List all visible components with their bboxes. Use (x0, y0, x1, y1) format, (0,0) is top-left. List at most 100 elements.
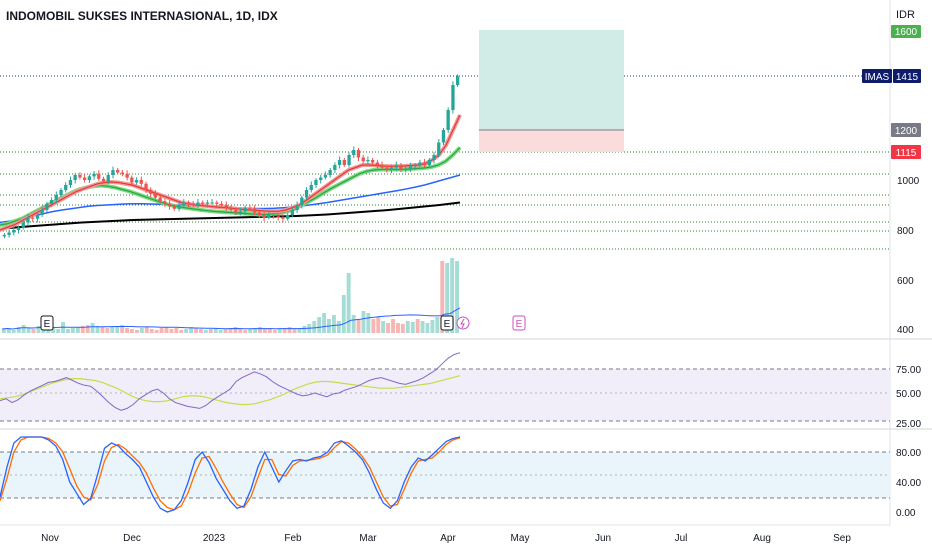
dividend-circle[interactable] (456, 316, 470, 330)
candle-body[interactable] (31, 217, 35, 219)
candle-body[interactable] (356, 150, 361, 158)
candle-body[interactable] (45, 203, 49, 211)
candle-body[interactable] (286, 215, 290, 219)
candle-body[interactable] (328, 170, 332, 175)
candle-body[interactable] (446, 110, 450, 130)
candle-body[interactable] (408, 166, 413, 169)
candle-body[interactable] (427, 160, 431, 165)
earnings-marker[interactable]: E (40, 315, 54, 331)
stop-price-label[interactable]: 1115 (891, 145, 921, 159)
candle-body[interactable] (54, 195, 58, 200)
candle-body[interactable] (361, 157, 365, 162)
entry-price-label[interactable]: 1200 (891, 123, 921, 137)
earnings-box[interactable] (40, 315, 54, 331)
candle-body[interactable] (130, 177, 134, 183)
candle-body[interactable] (205, 202, 209, 204)
candle-body[interactable] (186, 202, 191, 204)
candle-body[interactable] (323, 175, 328, 178)
candle-body[interactable] (106, 175, 110, 182)
candle-body[interactable] (314, 180, 318, 185)
candle-body[interactable] (149, 190, 153, 194)
candle-body[interactable] (371, 160, 375, 163)
candle-body[interactable] (101, 178, 106, 182)
candle-body[interactable] (144, 183, 148, 191)
dividend-marker[interactable] (456, 316, 470, 330)
candle-body[interactable] (120, 172, 124, 174)
candle-body[interactable] (73, 175, 77, 180)
candle-body[interactable] (347, 155, 351, 165)
candle-body[interactable] (191, 203, 195, 206)
candle-body[interactable] (153, 193, 158, 198)
candle-body[interactable] (177, 205, 181, 209)
candle-body[interactable] (385, 167, 389, 171)
candle-body[interactable] (210, 202, 214, 204)
candle-body[interactable] (125, 173, 129, 178)
candle-body[interactable] (300, 197, 304, 206)
stop-zone[interactable] (479, 130, 624, 152)
candle-body[interactable] (366, 160, 370, 162)
candle-body[interactable] (304, 190, 309, 198)
candle-body[interactable] (451, 85, 455, 110)
candle-body[interactable] (111, 170, 115, 175)
candle-body[interactable] (139, 180, 143, 184)
long-position-tool[interactable] (479, 30, 624, 152)
candle-body[interactable] (7, 232, 11, 236)
candle-body[interactable] (87, 176, 91, 181)
candle-body[interactable] (35, 215, 40, 219)
candle-body[interactable] (224, 205, 228, 208)
candle-body[interactable] (253, 208, 257, 213)
candle-body[interactable] (267, 215, 271, 218)
earnings-box[interactable] (512, 315, 526, 331)
candle-body[interactable] (375, 162, 379, 166)
candle-body[interactable] (2, 235, 6, 237)
target-price-label[interactable]: 1600 (891, 25, 921, 38)
candle-body[interactable] (59, 190, 63, 195)
candle-body[interactable] (196, 202, 200, 206)
candle-body[interactable] (290, 210, 294, 215)
candle-body[interactable] (352, 150, 356, 155)
candle-body[interactable] (262, 215, 266, 218)
candle-body[interactable] (456, 76, 460, 86)
candle-body[interactable] (83, 177, 87, 181)
candle-body[interactable] (49, 200, 54, 204)
candle-body[interactable] (257, 212, 261, 216)
candle-body[interactable] (337, 160, 342, 165)
candle-body[interactable] (437, 142, 441, 156)
ticker-price-label[interactable]: IMAS 1415 (862, 69, 921, 83)
candle-body[interactable] (432, 155, 436, 160)
candle-body[interactable] (116, 170, 120, 173)
candle-body[interactable] (418, 162, 422, 166)
candle-body[interactable] (12, 230, 16, 233)
candle-body[interactable] (238, 211, 243, 213)
earnings-marker-future[interactable]: E (512, 315, 526, 331)
candle-body[interactable] (97, 173, 101, 179)
candle-body[interactable] (342, 160, 346, 165)
candle-body[interactable] (271, 215, 276, 217)
candle-body[interactable] (219, 203, 224, 206)
price-candles[interactable] (2, 74, 460, 239)
candle-body[interactable] (163, 201, 167, 204)
candle-body[interactable] (319, 177, 323, 181)
candle-body[interactable] (413, 165, 417, 167)
candle-body[interactable] (276, 216, 280, 218)
candle-body[interactable] (21, 222, 25, 228)
candle-body[interactable] (68, 180, 73, 185)
candle-body[interactable] (134, 180, 139, 183)
candle-body[interactable] (16, 227, 21, 231)
target-zone[interactable] (479, 30, 624, 130)
candle-body[interactable] (40, 210, 44, 215)
candle-body[interactable] (92, 173, 96, 177)
candle-body[interactable] (158, 197, 162, 202)
candle-body[interactable] (309, 185, 313, 190)
candle-body[interactable] (404, 168, 408, 171)
candle-body[interactable] (64, 185, 68, 190)
earnings-marker[interactable]: E (440, 315, 454, 331)
candle-body[interactable] (172, 206, 176, 209)
earnings-box[interactable] (440, 315, 454, 331)
candle-body[interactable] (182, 202, 186, 206)
candle-body[interactable] (248, 207, 252, 209)
candle-body[interactable] (380, 165, 384, 168)
candle-body[interactable] (281, 217, 285, 219)
